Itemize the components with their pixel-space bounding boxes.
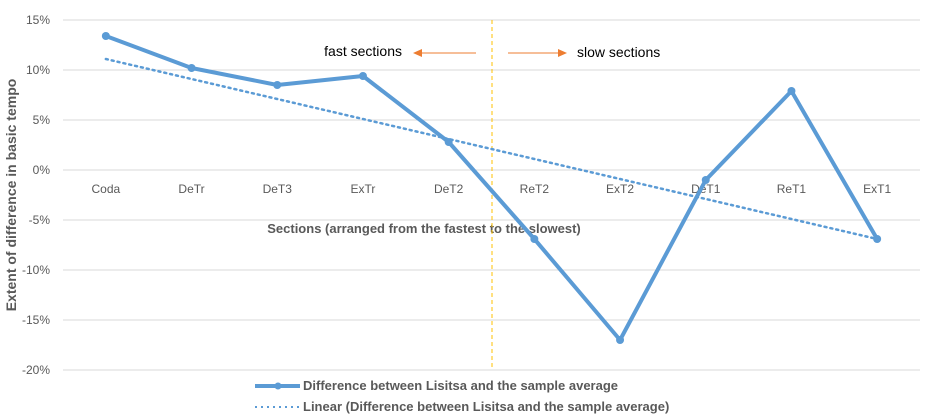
y-tick-label: 0% <box>33 163 51 177</box>
y-tick-label: -10% <box>22 263 50 277</box>
fast-sections-label: fast sections <box>324 43 402 59</box>
data-point <box>358 72 367 80</box>
slow-arrowhead-icon <box>558 49 567 57</box>
data-point <box>616 336 625 344</box>
series-line <box>105 34 879 342</box>
x-tick-label: DeT2 <box>434 182 464 196</box>
legend-label: Linear (Difference between Lisitsa and t… <box>303 399 669 414</box>
y-tick-label: -20% <box>22 363 50 377</box>
y-tick-label: 5% <box>33 113 51 127</box>
x-tick-label: ReT1 <box>777 182 807 196</box>
y-tick-label: -15% <box>22 313 50 327</box>
data-point <box>444 138 453 146</box>
x-tick-label: ExTr <box>351 182 376 196</box>
x-tick-label: DeT3 <box>263 182 293 196</box>
data-point <box>101 32 110 40</box>
x-tick-label: DeTr <box>178 182 204 196</box>
x-tick-label: ExT2 <box>606 182 634 196</box>
legend-label: Difference between Lisitsa and the sampl… <box>303 378 618 393</box>
data-point <box>530 235 539 243</box>
data-point <box>873 235 882 243</box>
trendline <box>104 57 879 241</box>
x-tick-label: Coda <box>92 182 121 196</box>
data-point <box>187 64 196 72</box>
legend-marker-icon <box>274 382 282 390</box>
data-point <box>787 87 796 95</box>
y-axis-title: Extent of difference in basic tempo <box>3 79 19 312</box>
x-tick-label: DeT1 <box>691 182 721 196</box>
fast-arrowhead-icon <box>413 49 422 57</box>
data-point <box>273 81 282 89</box>
x-axis-title: Sections (arranged from the fastest to t… <box>267 221 581 236</box>
y-tick-label: -5% <box>29 213 51 227</box>
data-point <box>701 176 710 184</box>
y-tick-label: 15% <box>26 13 50 27</box>
slow-sections-label: slow sections <box>577 44 660 60</box>
y-tick-label: 10% <box>26 63 50 77</box>
x-tick-label: ReT2 <box>520 182 550 196</box>
x-tick-label: ExT1 <box>863 182 891 196</box>
